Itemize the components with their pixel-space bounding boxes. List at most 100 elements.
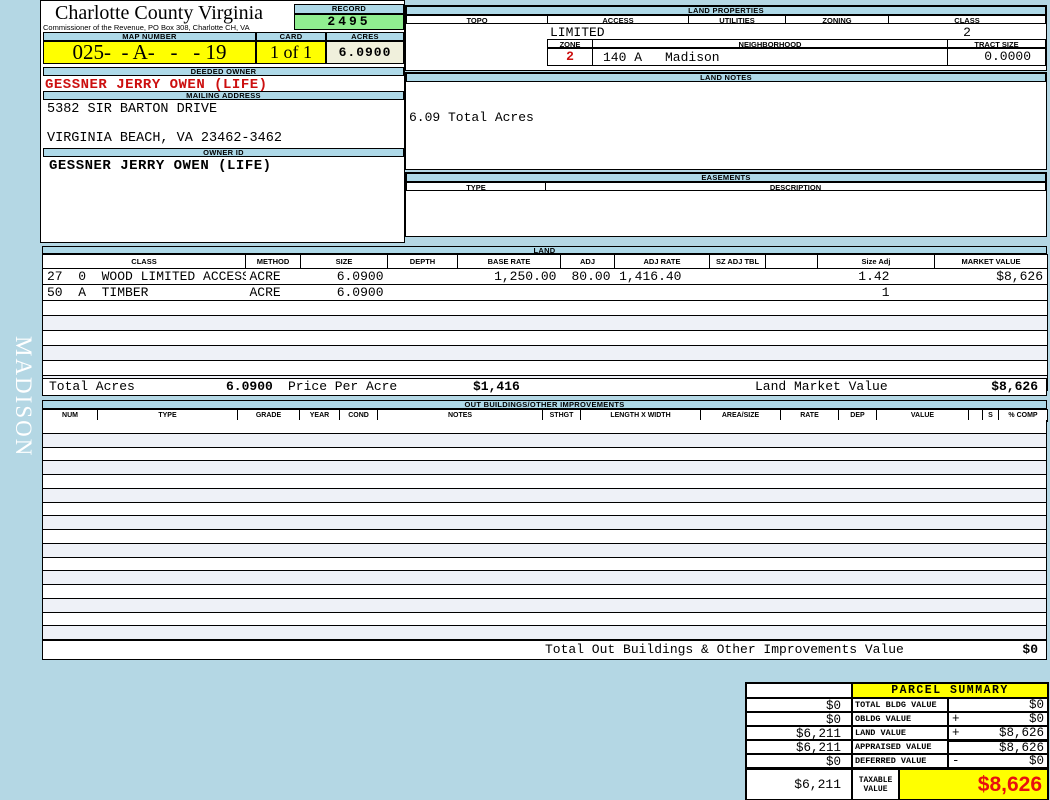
col-size-adj: Size Adj: [817, 254, 935, 269]
neighborhood-cell: 140 A Madison: [592, 48, 948, 66]
topo-header: TOPO: [406, 15, 548, 25]
land-row: 27 0 WOOD LIMITED ACCESS ACRE 6.0900 1,2…: [42, 268, 1048, 285]
ob-row-empty: [43, 502, 1046, 517]
county-subtitle: Commissioner of the Revenue, PO Box 308,…: [43, 23, 250, 32]
cell-blank: [765, 284, 818, 301]
cell-class: 27 0 WOOD LIMITED ACCESS: [42, 268, 246, 285]
land-row-empty: [42, 345, 1048, 361]
ob-row-empty: [43, 557, 1046, 572]
out-buildings-total-value: $0: [1022, 642, 1038, 657]
land-totals-row: Total Acres 6.0900 Price Per Acre $1,416…: [42, 378, 1047, 396]
cell-base-rate: [457, 284, 561, 301]
utilities-header: UTILITIES: [688, 15, 786, 25]
ps-value-cell: $0: [948, 698, 1048, 712]
ps-row-total-bldg: $0 TOTAL BLDG VALUE $0: [746, 698, 1048, 713]
tract-size-header: TRACT SIZE: [947, 39, 1046, 49]
ps-label: LAND VALUE: [852, 726, 948, 740]
access-header: ACCESS: [547, 15, 689, 25]
ob-col-sthgt: STHGT: [542, 409, 581, 422]
ps-prior-value: $0: [746, 698, 852, 713]
ps-value: $0: [1028, 712, 1044, 726]
ob-row-empty: [43, 626, 1046, 640]
land-section-title: LAND: [42, 246, 1047, 254]
deeded-owner-value: GESSNER JERRY OWEN (LIFE): [45, 77, 268, 93]
land-row-empty: [42, 300, 1048, 316]
ps-prior-value: $6,211: [746, 740, 852, 755]
ps-value: $8,626: [998, 726, 1044, 740]
ps-taxable-prior: $6,211: [746, 769, 852, 800]
card-label: CARD: [256, 32, 326, 41]
col-depth: DEPTH: [387, 254, 458, 269]
land-properties-title: LAND PROPERTIES: [406, 6, 1046, 15]
col-market-value: MARKET VALUE: [934, 254, 1048, 269]
ob-row-empty: [43, 461, 1046, 475]
tract-size-value: 0.0000: [947, 48, 1046, 66]
ps-row-land: $6,211 LAND VALUE + $8,626: [746, 726, 1048, 741]
col-adj-rate: ADJ RATE: [614, 254, 710, 269]
mailing-address-line2: VIRGINIA BEACH, VA 23462-3462: [47, 131, 282, 146]
ob-row-empty: [43, 433, 1046, 448]
ps-value-cell: + $8,626: [948, 726, 1048, 740]
out-buildings-total-row: Total Out Buildings & Other Improvements…: [42, 640, 1047, 660]
col-class: CLASS: [42, 254, 246, 269]
ps-label: OBLDG VALUE: [852, 712, 948, 726]
owner-id-value: GESSNER JERRY OWEN (LIFE): [49, 158, 272, 174]
neighborhood-header: NEIGHBORHOOD: [592, 39, 948, 49]
cell-size-adj: 1: [817, 284, 935, 301]
ps-prior-value: $0: [746, 754, 852, 769]
neighborhood-code: 140 A: [603, 50, 643, 65]
land-table-header-row: CLASS METHOD SIZE DEPTH BASE RATE ADJ AD…: [42, 254, 1048, 269]
owner-panel: Charlotte County Virginia Commissioner o…: [40, 0, 405, 243]
class-value: 2: [963, 25, 971, 40]
ob-row-empty: [43, 612, 1046, 627]
ps-op: +: [952, 726, 960, 740]
ps-row-deferred: $0 DEFERRED VALUE - $0: [746, 754, 1048, 769]
land-market-value: $8,626: [991, 379, 1038, 394]
land-row-empty: [42, 330, 1048, 346]
ob-row-empty: [43, 543, 1046, 558]
cell-size-adj: 1.42: [817, 268, 935, 285]
col-base-rate: BASE RATE: [457, 254, 561, 269]
acres-value: 6.0900: [326, 41, 404, 64]
cell-base-rate: 1,250.00: [457, 268, 561, 285]
parcel-summary: PARCEL SUMMARY $0 TOTAL BLDG VALUE $0 $0…: [745, 682, 1049, 800]
deeded-owner-label: DEEDED OWNER: [43, 67, 404, 76]
cell-depth: [387, 284, 458, 301]
ob-row-empty: [43, 516, 1046, 530]
cell-market-value: [934, 284, 1048, 301]
zoning-header: ZONING: [785, 15, 889, 25]
card-value: 1 of 1: [256, 41, 326, 64]
col-adj: ADJ: [560, 254, 615, 269]
col-blank: [765, 254, 818, 269]
ps-row-obldg: $0 OBLDG VALUE + $0: [746, 712, 1048, 727]
land-row-empty: [42, 360, 1048, 376]
neighborhood-watermark: MADISON: [11, 336, 36, 458]
cell-depth: [387, 268, 458, 285]
ob-row-empty: [43, 585, 1046, 599]
ps-op: +: [952, 712, 960, 726]
col-method: METHOD: [245, 254, 301, 269]
zone-header: ZONE: [547, 39, 593, 49]
ob-row-empty: [43, 530, 1046, 544]
out-buildings-total-label: Total Out Buildings & Other Improvements…: [545, 642, 904, 657]
ob-row-empty: [43, 488, 1046, 503]
land-table: CLASS METHOD SIZE DEPTH BASE RATE ADJ AD…: [42, 254, 1048, 391]
ps-value: $8,626: [998, 741, 1044, 755]
cell-method: ACRE: [245, 284, 301, 301]
ob-col-cond: COND: [339, 409, 378, 422]
easements-title: EASEMENTS: [406, 173, 1046, 182]
zone-value: 2: [547, 48, 593, 66]
ps-row-taxable: $6,211 TAXABLE VALUE $8,626: [746, 768, 1048, 800]
ob-row-empty: [43, 598, 1046, 613]
ps-value-cell: - $0: [948, 754, 1048, 768]
ps-taxable-label: TAXABLE VALUE: [852, 769, 899, 800]
ps-taxable-value: $8,626: [899, 769, 1048, 800]
ps-taxable-label-line1: TAXABLE: [858, 776, 893, 785]
ob-row-empty: [43, 475, 1046, 489]
parcel-summary-title: PARCEL SUMMARY: [852, 683, 1048, 698]
price-per-acre-value: $1,416: [473, 379, 520, 394]
cell-market-value: $8,626: [934, 268, 1048, 285]
mailing-address-label: MAILING ADDRESS: [43, 91, 404, 100]
acres-label: ACRES: [326, 32, 404, 41]
ps-value-cell: + $0: [948, 712, 1048, 726]
